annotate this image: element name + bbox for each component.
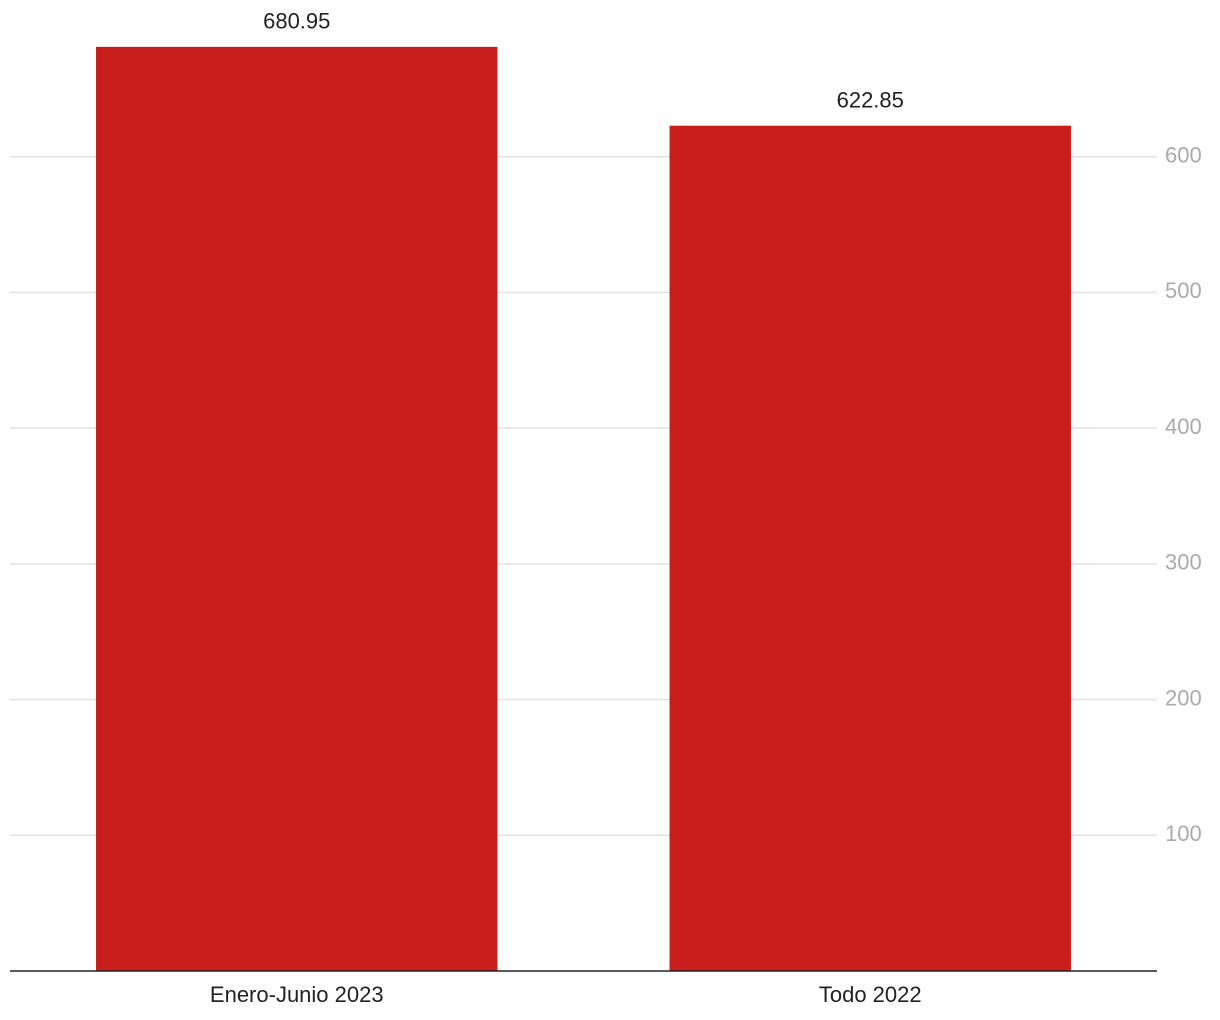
y-tick-label: 400 bbox=[1165, 414, 1202, 439]
bar bbox=[669, 125, 1071, 972]
y-tick-label: 600 bbox=[1165, 143, 1202, 168]
y-tick-label: 200 bbox=[1165, 685, 1202, 710]
x-tick-label: Enero-Junio 2023 bbox=[210, 982, 384, 1007]
value-label: 680.95 bbox=[263, 9, 330, 34]
value-label: 622.85 bbox=[837, 88, 904, 113]
y-tick-label: 300 bbox=[1165, 550, 1202, 575]
y-tick-label: 500 bbox=[1165, 278, 1202, 303]
bar bbox=[96, 46, 498, 971]
y-tick-label: 100 bbox=[1165, 821, 1202, 846]
x-tick-label: Todo 2022 bbox=[819, 982, 922, 1007]
